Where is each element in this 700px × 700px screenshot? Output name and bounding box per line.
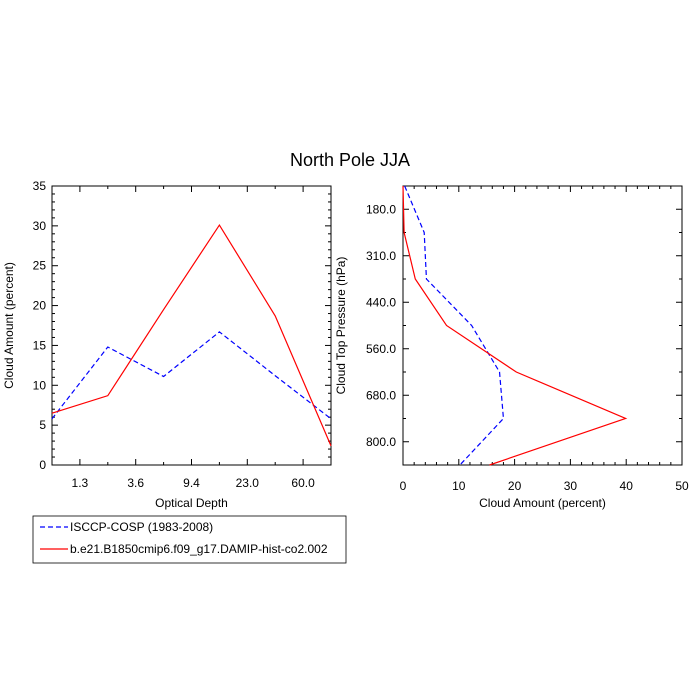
- right-ticks: 0 10 20 30 40 50 180.0 310.0 440.0 560.0 680.0 800.…: [366, 185, 689, 493]
- right-ytick-label: 800.0: [366, 435, 396, 449]
- right-xtick-label: 20: [508, 479, 522, 493]
- right-xtick-label: 10: [452, 479, 466, 493]
- right-ytick-label: 560.0: [366, 342, 396, 356]
- left-xtick-label: 3.6: [127, 476, 144, 490]
- right-series: [402, 185, 628, 466]
- right-ylabel: Cloud Top Pressure (hPa): [334, 257, 348, 395]
- right-ytick-label: 310.0: [366, 249, 396, 263]
- left-ytick-label: 25: [33, 259, 47, 273]
- right-series-model-line: [402, 185, 628, 466]
- right-ytick-label: 680.0: [366, 388, 396, 402]
- left-xtick-label: 1.3: [72, 476, 89, 490]
- cloud-top-pressure-chart: 0 10 20 30 40 50 180.0 310.0 440.0 560.0 680.0 800.…: [334, 185, 689, 510]
- left-plot-frame: [51, 185, 332, 466]
- right-ytick-label: 180.0: [366, 202, 396, 216]
- right-series-isccp-line: [404, 185, 505, 466]
- left-xtick-label: 9.4: [183, 476, 200, 490]
- right-xtick-label: 0: [400, 479, 407, 493]
- right-xtick-label: 50: [675, 479, 689, 493]
- right-plot-frame: [402, 185, 683, 466]
- left-series: [51, 223, 332, 447]
- legend-label-isccp: ISCCP-COSP (1983-2008): [70, 520, 213, 534]
- left-ytick-label: 5: [39, 418, 46, 432]
- right-xlabel: Cloud Amount (percent): [479, 496, 606, 510]
- right-xtick-label: 40: [620, 479, 634, 493]
- left-ytick-label: 10: [33, 378, 47, 392]
- left-ytick-label: 35: [33, 179, 47, 193]
- optical-depth-chart: 0 5 10 15 20 25 30 35 1.3 3.6 9.4 23.0 60.0 Optical …: [2, 179, 332, 510]
- right-xtick-label: 30: [564, 479, 578, 493]
- left-xtick-label: 23.0: [236, 476, 260, 490]
- left-ytick-label: 0: [39, 458, 46, 472]
- chart-title: North Pole JJA: [290, 150, 410, 170]
- left-xlabel: Optical Depth: [155, 496, 228, 510]
- legend: ISCCP-COSP (1983-2008) b.e21.B1850cmip6.…: [32, 515, 347, 564]
- right-ytick-label: 440.0: [366, 295, 396, 309]
- left-ylabel: Cloud Amount (percent): [2, 262, 16, 389]
- left-xtick-label: 60.0: [291, 476, 315, 490]
- left-ytick-label: 30: [33, 219, 47, 233]
- left-series-model-line: [51, 223, 332, 447]
- legend-box: [32, 515, 347, 564]
- left-ytick-label: 20: [33, 299, 47, 313]
- legend-label-model: b.e21.B1850cmip6.f09_g17.DAMIP-hist-co2.…: [70, 542, 328, 556]
- left-ticks: 0 5 10 15 20 25 30 35 1.3 3.6 9.4 23.0 60.0: [33, 179, 332, 490]
- left-series-isccp-line: [51, 331, 332, 420]
- left-ytick-label: 15: [33, 338, 47, 352]
